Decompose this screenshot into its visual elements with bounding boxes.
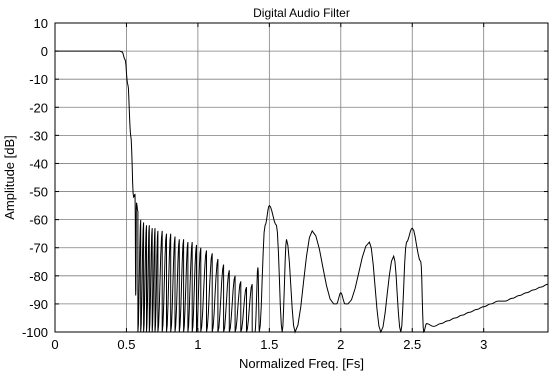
x-tick-label: 1 — [194, 337, 201, 352]
chart-title: Digital Audio Filter — [253, 6, 350, 20]
y-tick-label: -90 — [29, 297, 48, 312]
x-tick-label: 0 — [51, 337, 58, 352]
y-tick-label: -80 — [29, 269, 48, 284]
tick-marks — [54, 22, 548, 333]
response-line — [55, 50, 549, 334]
y-tick-label: -20 — [29, 100, 48, 115]
x-tick-label: 3 — [480, 337, 487, 352]
y-tick-label: -10 — [29, 72, 48, 87]
x-tick-label: 2.5 — [403, 337, 421, 352]
x-axis-label: Normalized Freq. [Fs] — [239, 356, 364, 371]
x-tick-label: 1.5 — [260, 337, 278, 352]
y-tick-label: -50 — [29, 185, 48, 200]
data-line-group — [55, 50, 549, 334]
y-tick-labels: 10 0 -10 -20 -30 -40 -50 -60 -70 -80 -90 -100 — [22, 16, 48, 340]
y-tick-label: -100 — [22, 325, 48, 340]
y-tick-label: -70 — [29, 241, 48, 256]
x-tick-label: 2 — [337, 337, 344, 352]
x-tick-labels: 0 0.5 1 1.5 2 2.5 3 — [51, 337, 487, 352]
y-tick-label: -60 — [29, 213, 48, 228]
x-tick-label: 0.5 — [117, 337, 135, 352]
y-tick-label: -40 — [29, 156, 48, 171]
plot-frame — [54, 22, 549, 333]
grid — [55, 23, 548, 332]
y-tick-label: 10 — [34, 16, 48, 31]
y-tick-label: 0 — [41, 44, 48, 59]
y-tick-label: -30 — [29, 128, 48, 143]
y-axis-label: Amplitude [dB] — [2, 135, 17, 220]
